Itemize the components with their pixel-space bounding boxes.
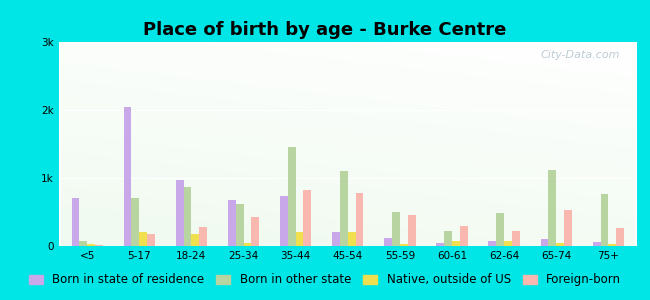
Bar: [460, 226, 467, 246]
Bar: [72, 198, 79, 246]
Bar: [183, 187, 191, 246]
Bar: [228, 200, 236, 246]
Bar: [288, 147, 296, 246]
Bar: [608, 244, 616, 246]
Text: City-Data.com: City-Data.com: [540, 50, 619, 60]
Bar: [87, 244, 95, 246]
Bar: [79, 241, 87, 246]
Bar: [497, 213, 504, 246]
Bar: [408, 215, 415, 246]
Bar: [616, 228, 624, 246]
Bar: [549, 170, 556, 246]
Bar: [131, 198, 139, 246]
Bar: [95, 244, 103, 246]
Bar: [147, 234, 155, 246]
Bar: [348, 232, 356, 246]
Legend: Born in state of residence, Born in other state, Native, outside of US, Foreign-: Born in state of residence, Born in othe…: [24, 269, 626, 291]
Text: Place of birth by age - Burke Centre: Place of birth by age - Burke Centre: [143, 21, 507, 39]
Bar: [400, 244, 408, 246]
Bar: [444, 231, 452, 246]
Bar: [332, 232, 340, 246]
Bar: [244, 243, 252, 246]
Bar: [199, 227, 207, 246]
Bar: [280, 196, 288, 246]
Bar: [191, 234, 199, 246]
Bar: [296, 232, 304, 246]
Bar: [488, 241, 497, 246]
Bar: [252, 218, 259, 246]
Bar: [304, 190, 311, 246]
Bar: [392, 212, 400, 246]
Bar: [124, 106, 131, 246]
Bar: [236, 204, 244, 246]
Bar: [139, 232, 147, 246]
Bar: [504, 241, 512, 246]
Bar: [593, 242, 601, 246]
Bar: [564, 210, 572, 246]
Bar: [512, 231, 520, 246]
Bar: [452, 241, 460, 246]
Bar: [340, 171, 348, 246]
Bar: [541, 239, 549, 246]
Bar: [384, 238, 392, 246]
Bar: [176, 180, 183, 246]
Bar: [356, 193, 363, 246]
Bar: [556, 243, 564, 246]
Bar: [436, 243, 444, 246]
Bar: [601, 194, 608, 246]
